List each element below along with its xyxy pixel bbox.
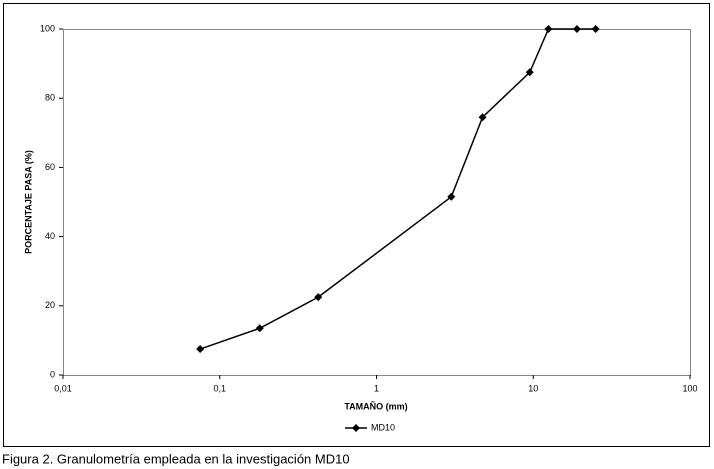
y-tick-label: 40 <box>45 231 55 241</box>
marker <box>544 25 553 33</box>
x-tick-label: 0,1 <box>213 383 226 393</box>
y-tick-label: 100 <box>40 23 55 33</box>
marker <box>591 25 600 33</box>
marker <box>255 324 264 333</box>
marker <box>314 293 323 302</box>
x-tick-label: 100 <box>682 383 697 393</box>
legend-label: MD10 <box>371 422 395 432</box>
caption: Figura 2. Granulometría empleada en la i… <box>2 451 350 466</box>
y-axis-label: PORCENTAJE PASA (%) <box>23 150 33 254</box>
y-tick-label: 80 <box>45 93 55 103</box>
legend-marker <box>352 424 360 432</box>
x-tick-label: 10 <box>528 383 538 393</box>
marker <box>196 345 205 354</box>
y-tick-label: 60 <box>45 162 55 172</box>
x-axis-label: TAMAÑO (mm) <box>344 401 407 411</box>
y-tick-label: 20 <box>45 300 55 310</box>
marker <box>478 113 487 122</box>
plot-area <box>63 29 691 376</box>
x-tick-label: 0,01 <box>54 383 72 393</box>
marker <box>525 68 534 77</box>
y-tick-label: 0 <box>50 369 55 379</box>
x-tick-label: 1 <box>374 383 379 393</box>
marker <box>447 192 456 201</box>
marker <box>572 25 581 33</box>
